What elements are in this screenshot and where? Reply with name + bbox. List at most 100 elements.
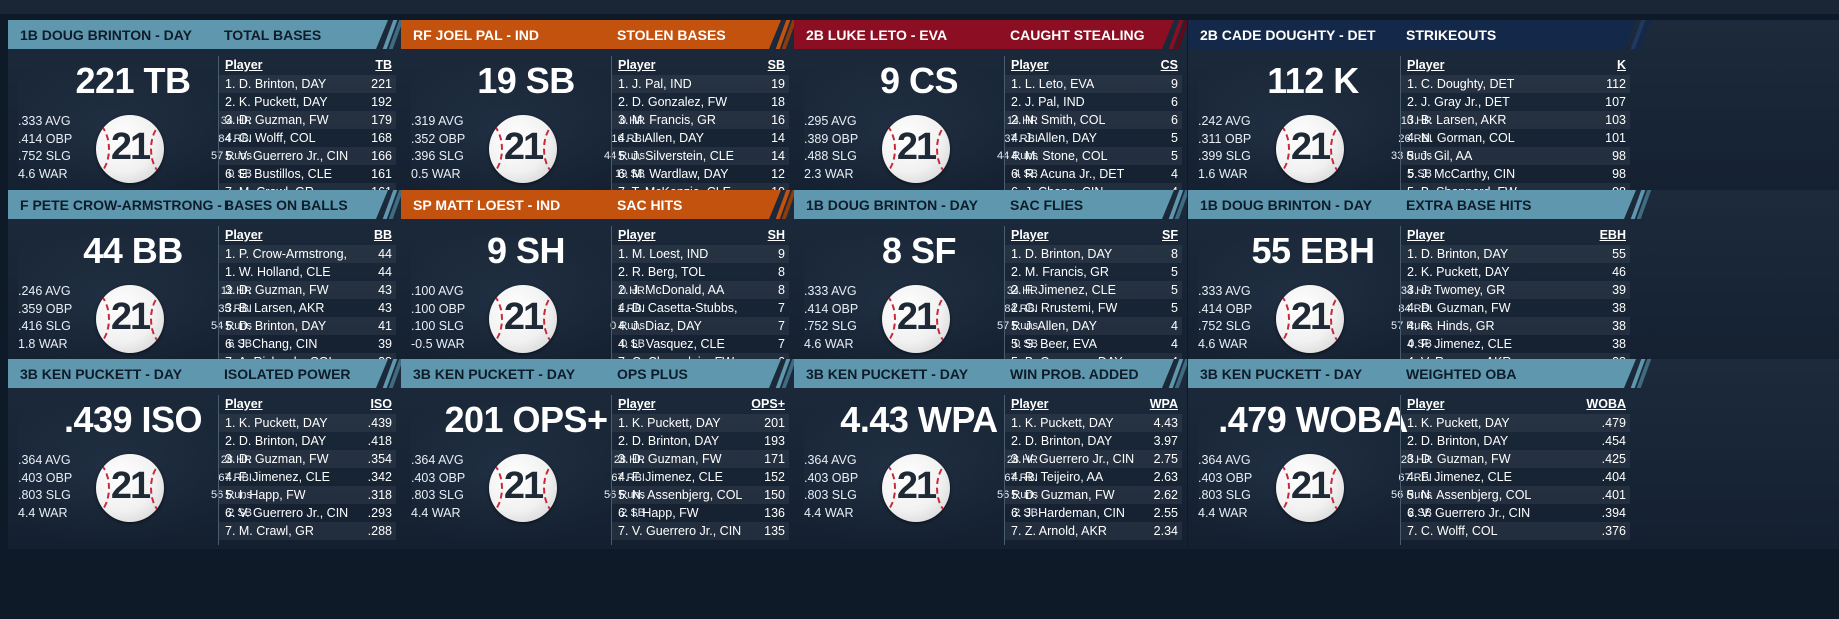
table-row[interactable]: 7. C. Wolff, COL .376 — [1401, 522, 1630, 540]
table-row[interactable]: 6. J. Chang, CIN 39 — [219, 335, 396, 353]
leader-card[interactable]: 3B KEN PUCKETT - DAY ISOLATED POWER .439… — [8, 359, 401, 549]
table-row[interactable]: 3. J. Twomey, GR 39 — [1401, 281, 1630, 299]
table-row[interactable]: 2. J. Gray Jr., DET 107 — [1401, 93, 1630, 111]
leader-card[interactable]: RF JOEL PAL - IND STOLEN BASES 19 SB .31… — [401, 20, 794, 210]
table-row[interactable]: 4. F. Jimenez, CLE 38 — [1401, 335, 1630, 353]
table-row[interactable]: 1. W. Holland, CLE 44 — [219, 263, 396, 281]
leaderboard-table: Player TB 1. D. Brinton, DAY 221 2. K. P… — [218, 56, 396, 206]
table-row[interactable]: 1. L. Leto, EVA 9 — [1005, 75, 1182, 93]
table-row[interactable]: 3. B. Larsen, AKR 43 — [219, 299, 396, 317]
leader-card[interactable]: 2B CADE DOUGHTY - DET STRIKEOUTS 112 K .… — [1188, 20, 1839, 210]
table-row[interactable]: 3. M. Francis, GR 16 — [612, 111, 789, 129]
table-row[interactable]: 5. V. Guerrero Jr., CIN 166 — [219, 147, 396, 165]
table-row[interactable]: 4. F. Jimenez, CLE .342 — [219, 468, 396, 486]
row-value: .376 — [1601, 524, 1626, 538]
rate-stat: .319 AVG — [411, 114, 464, 128]
table-row[interactable]: 6. E. Bustillos, CLE 161 — [219, 165, 396, 183]
table-row[interactable]: 6. V. Guerrero Jr., CIN .293 — [219, 504, 396, 522]
table-row[interactable]: 6. I. Happ, FW 136 — [612, 504, 789, 522]
leader-card[interactable]: 3B KEN PUCKETT - DAY WEIGHTED OBA .479 W… — [1188, 359, 1839, 549]
table-row[interactable]: 4. J. Allen, DAY 14 — [612, 129, 789, 147]
table-row[interactable]: 1. P. Crow-Armstrong, 44 — [219, 245, 396, 263]
table-row[interactable]: 1. K. Puckett, DAY 4.43 — [1005, 414, 1182, 432]
table-row[interactable]: 4. R. Teijeiro, AA 2.63 — [1005, 468, 1182, 486]
table-row[interactable]: 3. V. Guerrero Jr., CIN 2.75 — [1005, 450, 1182, 468]
table-row[interactable]: 7. M. Crawl, GR .288 — [219, 522, 396, 540]
leader-card[interactable]: 2B LUKE LETO - EVA CAUGHT STEALING 9 CS … — [794, 20, 1187, 210]
table-row[interactable]: 4. J. Allen, DAY 5 — [1005, 129, 1182, 147]
table-row[interactable]: 3. D. Guzman, FW .354 — [219, 450, 396, 468]
table-row[interactable]: 1. K. Puckett, DAY .439 — [219, 414, 396, 432]
table-row[interactable]: 4. L. Vasquez, CLE 7 — [612, 335, 789, 353]
rate-stat: .803 SLG — [1198, 488, 1251, 502]
category-title: WIN PROB. ADDED — [1010, 366, 1139, 382]
table-row[interactable]: 5. J. Silverstein, CLE 14 — [612, 147, 789, 165]
table-row[interactable]: 4. N. Gorman, COL 101 — [1401, 129, 1630, 147]
table-row[interactable]: 1. M. Loest, IND 9 — [612, 245, 789, 263]
leader-card[interactable]: 1B DOUG BRINTON - DAY SAC FLIES 8 SF .33… — [794, 190, 1187, 380]
table-row[interactable]: 5. D. Brinton, DAY 41 — [219, 317, 396, 335]
table-row[interactable]: 3. D. Guzman, FW 171 — [612, 450, 789, 468]
table-row[interactable]: 5. N. Assenbjerg, COL 150 — [612, 486, 789, 504]
table-row[interactable]: 6. R. Acuna Jr., DET 4 — [1005, 165, 1182, 183]
table-row[interactable]: 5. S. Beer, EVA 4 — [1005, 335, 1182, 353]
table-row[interactable]: 5. J. Allen, DAY 4 — [1005, 317, 1182, 335]
table-row[interactable]: 2. C. Rrustemi, FW 5 — [1005, 299, 1182, 317]
table-row[interactable]: 2. K. Puckett, DAY 192 — [219, 93, 396, 111]
table-row[interactable]: 6. M. Wardlaw, DAY 12 — [612, 165, 789, 183]
row-player: 6. J. Chang, CIN — [225, 337, 318, 351]
table-row[interactable]: 4. C. Wolff, COL 168 — [219, 129, 396, 147]
table-row[interactable]: 2. F. Jimenez, CLE 5 — [1005, 281, 1182, 299]
table-row[interactable]: 2. M. Francis, GR 5 — [1005, 263, 1182, 281]
table-row[interactable]: 1. D. Brinton, DAY 221 — [219, 75, 396, 93]
table-row[interactable]: 2. N. Smith, COL 6 — [1005, 111, 1182, 129]
leader-card[interactable]: 1B DOUG BRINTON - DAY TOTAL BASES 221 TB… — [8, 20, 401, 210]
table-row[interactable]: 3. D. Guzman, FW .425 — [1401, 450, 1630, 468]
table-row[interactable]: 6. J. Hardeman, CIN 2.55 — [1005, 504, 1182, 522]
leader-card[interactable]: 3B KEN PUCKETT - DAY OPS PLUS 201 OPS+ .… — [401, 359, 794, 549]
logo-number: 21 — [110, 296, 151, 338]
table-row[interactable]: 3. D. Guzman, FW 179 — [219, 111, 396, 129]
table-row[interactable]: 2. D. Gonzalez, FW 18 — [612, 93, 789, 111]
table-row[interactable]: 6. V. Guerrero Jr., CIN .394 — [1401, 504, 1630, 522]
table-row[interactable]: 2. R. Berg, TOL 8 — [612, 263, 789, 281]
table-row[interactable]: 5. D. Guzman, FW 2.62 — [1005, 486, 1182, 504]
table-row[interactable]: 3. B. Larsen, AKR 103 — [1401, 111, 1630, 129]
table-row[interactable]: 3. D. Guzman, FW 43 — [219, 281, 396, 299]
table-row[interactable]: 2. D. Brinton, DAY 193 — [612, 432, 789, 450]
table-row[interactable]: 2. D. Brinton, DAY .454 — [1401, 432, 1630, 450]
table-row[interactable]: 1. D. Brinton, DAY 8 — [1005, 245, 1182, 263]
table-row[interactable]: 2. J. McDonald, AA 8 — [612, 281, 789, 299]
table-row[interactable]: 5. I. Happ, FW .318 — [219, 486, 396, 504]
table-row[interactable]: 4. R. Hinds, GR 38 — [1401, 317, 1630, 335]
row-player: 5. S. Beer, EVA — [1011, 337, 1097, 351]
table-row[interactable]: 4. F. Jimenez, CLE 152 — [612, 468, 789, 486]
leader-card[interactable]: 3B KEN PUCKETT - DAY WIN PROB. ADDED 4.4… — [794, 359, 1187, 549]
leader-card[interactable]: 1B DOUG BRINTON - DAY EXTRA BASE HITS 55… — [1188, 190, 1839, 380]
table-row[interactable]: 4. D. Guzman, FW 38 — [1401, 299, 1630, 317]
table-row[interactable]: 7. Z. Arnold, AKR 2.34 — [1005, 522, 1182, 540]
table-row[interactable]: 4. J. Diaz, DAY 7 — [612, 317, 789, 335]
table-row[interactable]: 4. M. Stone, COL 5 — [1005, 147, 1182, 165]
table-row[interactable]: 2. D. Brinton, DAY .418 — [219, 432, 396, 450]
table-row[interactable]: 1. K. Puckett, DAY 201 — [612, 414, 789, 432]
table-row[interactable]: 1. J. Pal, IND 19 — [612, 75, 789, 93]
table-row[interactable]: 5. J. Gil, AA 98 — [1401, 147, 1630, 165]
table-row[interactable]: 1. D. Brinton, DAY 55 — [1401, 245, 1630, 263]
leader-card[interactable]: SP MATT LOEST - IND SAC HITS 9 SH .100 A… — [401, 190, 794, 380]
table-row[interactable]: 4. D. Casetta-Stubbs, 7 — [612, 299, 789, 317]
player-name: 1B DOUG BRINTON - DAY — [806, 197, 978, 213]
table-row[interactable]: 2. K. Puckett, DAY 46 — [1401, 263, 1630, 281]
table-row[interactable]: 5. J. McCarthy, CIN 98 — [1401, 165, 1630, 183]
counting-stat: 35 RBI — [218, 302, 252, 315]
leader-card[interactable]: F PETE CROW-ARMSTRONG - DAY BASES ON BAL… — [8, 190, 401, 380]
table-row[interactable]: 2. J. Pal, IND 6 — [1005, 93, 1182, 111]
table-row[interactable]: 1. K. Puckett, DAY .479 — [1401, 414, 1630, 432]
row-player: 5. D. Guzman, FW — [1011, 488, 1115, 502]
table-row[interactable]: 4. F. Jimenez, CLE .404 — [1401, 468, 1630, 486]
table-row[interactable]: 7. V. Guerrero Jr., CIN 135 — [612, 522, 789, 540]
table-row[interactable]: 2. D. Brinton, DAY 3.97 — [1005, 432, 1182, 450]
table-row[interactable]: 5. N. Assenbjerg, COL .401 — [1401, 486, 1630, 504]
row-player: 4. D. Casetta-Stubbs, — [618, 301, 738, 315]
table-row[interactable]: 1. C. Doughty, DET 112 — [1401, 75, 1630, 93]
